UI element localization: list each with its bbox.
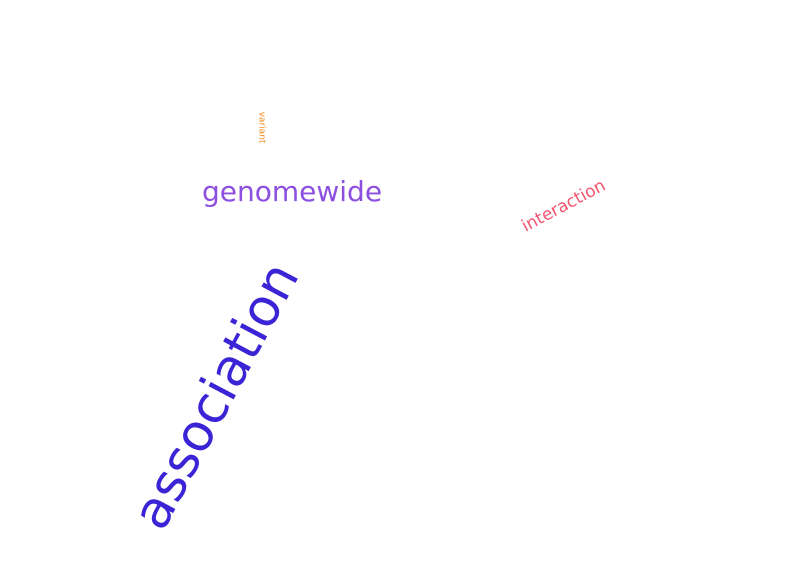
word-genomewide: genomewide [202,175,383,208]
word-interaction: interaction [518,175,610,237]
word-association: association [121,252,312,540]
word-variant: variant [256,111,267,144]
